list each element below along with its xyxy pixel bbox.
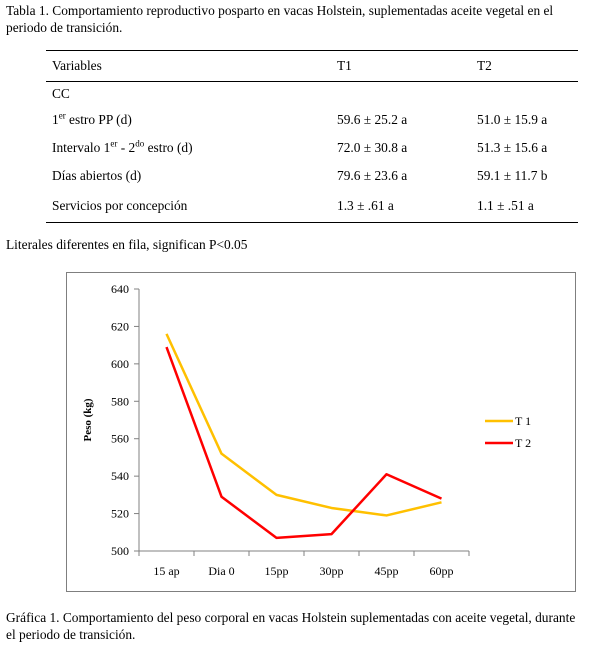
reproductive-table: Variables T1 T2 CC 1er estro PP (d) 59.6…: [46, 50, 578, 223]
table-row: 1er estro PP (d) 59.6 ± 25.2 a 51.0 ± 15…: [46, 106, 578, 134]
x-tick-label: 30pp: [320, 564, 344, 578]
legend-label-2: T 2: [515, 436, 531, 450]
chart-frame: 500 520 540 560 580 600 620 640 15 ap Dia 0 15pp 30…: [66, 272, 576, 592]
graph-caption: Gráfica 1. Comportamiento del peso corpo…: [6, 610, 576, 642]
y-tick-label: 640: [111, 282, 129, 296]
y-tick-label: 540: [111, 469, 129, 483]
weight-line-chart: 500 520 540 560 580 600 620 640 15 ap Dia 0 15pp 30…: [82, 282, 531, 578]
row-label: Intervalo 1er - 2do estro (d): [52, 138, 193, 155]
row-label: 1er estro PP (d): [52, 110, 132, 127]
table-header-row: Variables T1 T2: [46, 50, 578, 82]
row-t1-value: 79.6 ± 23.6 a: [337, 168, 408, 183]
table-row: Intervalo 1er - 2do estro (d) 72.0 ± 30.…: [46, 134, 578, 162]
row-t1-value: 72.0 ± 30.8 a: [337, 140, 408, 155]
significance-note: Literales diferentes en fila, significan…: [6, 237, 248, 252]
row-t2-value: 51.3 ± 15.6 a: [477, 140, 548, 155]
row-label: Días abiertos (d): [52, 168, 142, 183]
x-tick-label: 15 ap: [153, 564, 179, 578]
header-variables: Variables: [46, 50, 337, 82]
y-tick-label: 500: [111, 544, 129, 558]
y-tick-label: 520: [111, 507, 129, 521]
y-tick-label: 580: [111, 394, 129, 408]
group-label: CC: [52, 86, 70, 101]
series-line-2: [165, 346, 443, 540]
row-t1-value: 59.6 ± 25.2 a: [337, 112, 408, 127]
row-t2-value: 51.0 ± 15.9 a: [477, 112, 548, 127]
table-row: Días abiertos (d) 79.6 ± 23.6 a 59.1 ± 1…: [46, 162, 578, 190]
legend-label-1: T 1: [515, 414, 531, 428]
series-line-1: [165, 333, 442, 517]
table-caption: Tabla 1. Comportamiento reproductivo pos…: [6, 3, 554, 35]
row-t1-value: 1.3 ± .61 a: [337, 190, 477, 223]
y-axis-label: Peso (kg): [82, 398, 94, 441]
table-row: Servicios por concepción 1.3 ± .61 a 1.1…: [46, 190, 578, 223]
x-tick-label: 15pp: [265, 564, 289, 578]
x-tick-label: 60pp: [430, 564, 454, 578]
y-tick-label: 600: [111, 357, 129, 371]
header-t2: T2: [477, 50, 578, 82]
x-tick-label: 45pp: [375, 564, 399, 578]
y-tick-label: 620: [111, 319, 129, 333]
row-t2-value: 1.1 ± .51 a: [477, 190, 578, 223]
row-label: Servicios por concepción: [46, 190, 337, 223]
header-t1: T1: [337, 50, 477, 82]
row-t2-value: 59.1 ± 11.7 b: [477, 168, 548, 183]
x-tick-label: Dia 0: [208, 564, 234, 578]
y-tick-label: 560: [111, 432, 129, 446]
table-group-row: CC: [46, 82, 578, 107]
